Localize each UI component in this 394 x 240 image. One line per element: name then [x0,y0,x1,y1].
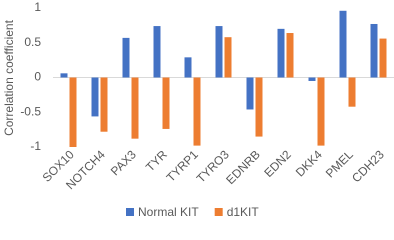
bar [246,77,254,110]
x-tick-label: EDNRB [223,147,263,187]
bar [317,77,325,146]
y-tick-label: -1 [30,139,41,153]
bar [153,26,161,78]
y-tick-label: 1 [34,0,41,14]
x-tick-label: PAX3 [108,147,139,178]
y-tick-label: -0.5 [20,104,41,118]
y-tick-label: 0 [34,70,41,84]
bar [60,73,68,78]
bar [348,77,356,107]
y-axis-label: Correlation coefficient [2,19,16,136]
bar [379,38,387,78]
legend-label: Normal KIT [138,205,199,219]
bar [131,77,139,139]
chart: Correlation coefficient -1-0.500.51SOX10… [2,0,394,219]
bar [122,37,130,78]
bar [184,57,192,78]
bar [69,77,77,147]
legend-label: d1KIT [227,205,260,219]
x-tick-label: DKK4 [293,147,325,179]
bar [255,77,263,137]
bar [339,10,347,78]
bar [286,33,294,78]
bar [224,37,232,78]
bar [193,77,201,146]
bar [100,77,108,132]
legend-swatch [126,208,134,216]
y-tick-label: 0.5 [24,35,41,49]
x-tick-label: TYRP1 [164,147,201,184]
bar [162,77,170,129]
bar [215,26,223,78]
legend-swatch [214,208,223,216]
bar [308,77,316,81]
bar [91,77,99,117]
x-tick-label: CDH23 [349,147,387,185]
bar [370,23,378,78]
bar [277,28,285,78]
x-tick-label: TYR [143,147,170,174]
x-tick-label: EDN2 [261,147,294,180]
